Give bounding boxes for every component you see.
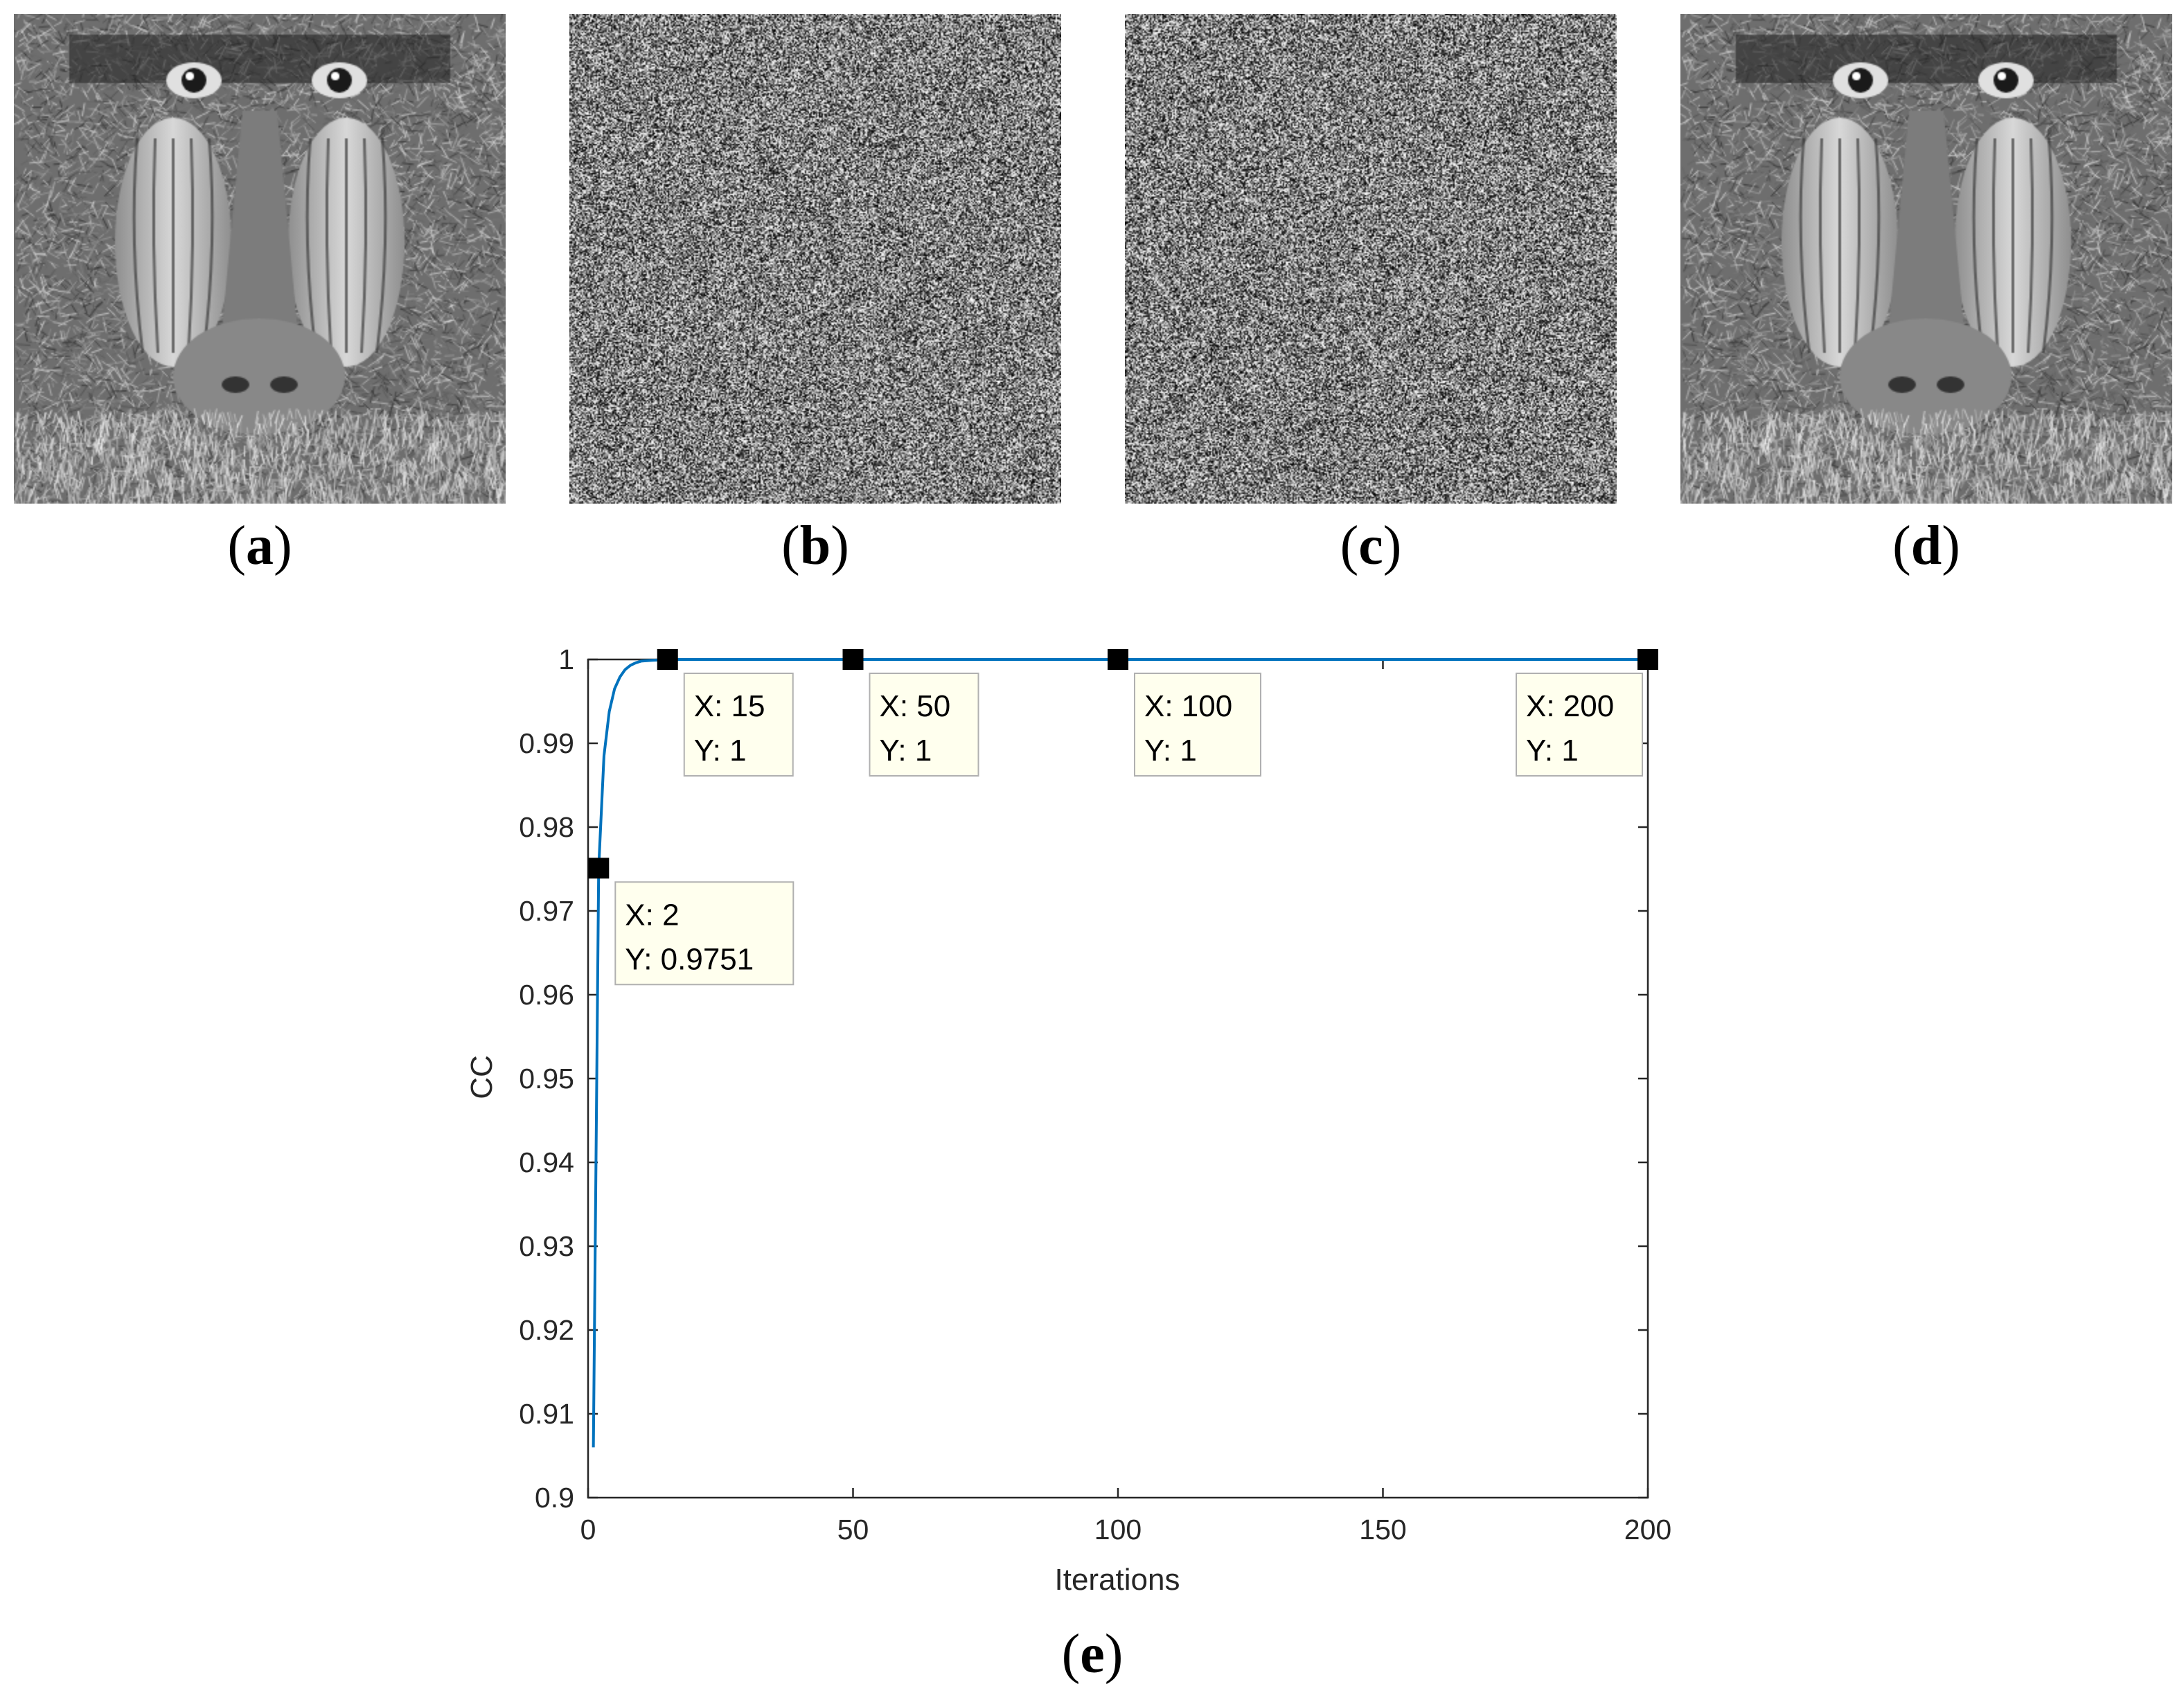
datatip-x-label: X: 100 — [1144, 689, 1232, 723]
x-tick-label: 150 — [1359, 1514, 1406, 1545]
y-tick-label: 0.95 — [519, 1063, 574, 1094]
panel-b-letter: b — [799, 515, 831, 576]
panel-d-letter: d — [1910, 515, 1942, 576]
x-tick-label: 0 — [580, 1514, 596, 1545]
panel-d-image — [1680, 14, 2172, 504]
y-tick-label: 0.93 — [519, 1230, 574, 1262]
datatip-marker — [657, 649, 678, 670]
datatip-x-label: X: 2 — [625, 898, 679, 932]
cc-series-line — [592, 658, 1648, 1448]
panel-e-caption: (e) — [1061, 1624, 1124, 1685]
y-tick-label: 0.97 — [519, 895, 574, 927]
chart-datatips: X: 2 Y: 0.9751 X: 15 Y: 1 X: 50 Y: 1 X: 100 Y: … — [588, 649, 1658, 986]
noise-icon — [569, 14, 1061, 504]
y-axis-title: CC — [465, 1055, 499, 1099]
plot-box — [587, 658, 1649, 1499]
y-tick-label: 0.9 — [535, 1482, 574, 1514]
baboon-decrypted-icon — [1680, 14, 2172, 504]
datatip-marker — [588, 858, 610, 879]
panel-e-letter: e — [1080, 1624, 1105, 1685]
panel-a-caption: (a) — [227, 515, 292, 576]
chart-axes: 0 50 100 150 200 0.9 0.91 0.92 0.93 0.94 0.95 0.96 0… — [519, 644, 1671, 1545]
datatip-box — [1134, 673, 1261, 777]
panel-c-image — [1125, 14, 1617, 504]
y-tick-label: 0.99 — [519, 727, 574, 759]
datatip-y-label: Y: 1 — [1526, 734, 1579, 768]
datatip-marker — [842, 649, 864, 670]
panel-b-image — [569, 14, 1061, 504]
panel-b-caption: (b) — [781, 515, 849, 576]
y-tick-label: 0.94 — [519, 1146, 574, 1178]
x-axis-title: Iterations — [1055, 1563, 1180, 1597]
x-tick-label: 200 — [1624, 1514, 1671, 1545]
x-tick-label: 100 — [1094, 1514, 1142, 1545]
y-tick-label: 0.91 — [519, 1398, 574, 1430]
panel-c-letter: c — [1358, 515, 1383, 576]
y-tick-label: 1 — [558, 644, 574, 675]
panel-a-letter: a — [246, 515, 274, 576]
datatip-y-label: Y: 1 — [694, 734, 747, 768]
datatip-marker — [1637, 649, 1658, 670]
datatip-box — [869, 673, 979, 777]
datatip-box — [614, 881, 794, 986]
datatip-box — [683, 673, 794, 777]
datatip-box — [1516, 673, 1643, 777]
panel-d-caption: (d) — [1892, 515, 1960, 576]
datatip-x-label: X: 50 — [880, 689, 951, 723]
datatip-marker — [1108, 649, 1128, 670]
baboon-original-icon — [14, 14, 506, 504]
datatip-y-label: Y: 0.9751 — [625, 942, 754, 976]
datatip-x-label: X: 200 — [1526, 689, 1614, 723]
chart-series — [592, 658, 1648, 1448]
noise-icon — [1125, 14, 1617, 504]
panel-a-image — [14, 14, 506, 504]
y-tick-label: 0.96 — [519, 979, 574, 1011]
datatip-y-label: Y: 1 — [880, 734, 932, 768]
y-tick-label: 0.92 — [519, 1314, 574, 1346]
datatip-x-label: X: 15 — [694, 689, 765, 723]
y-tick-label: 0.98 — [519, 811, 574, 843]
datatip-y-label: Y: 1 — [1144, 734, 1197, 768]
panel-c-caption: (c) — [1340, 515, 1402, 576]
x-tick-label: 50 — [837, 1514, 869, 1545]
